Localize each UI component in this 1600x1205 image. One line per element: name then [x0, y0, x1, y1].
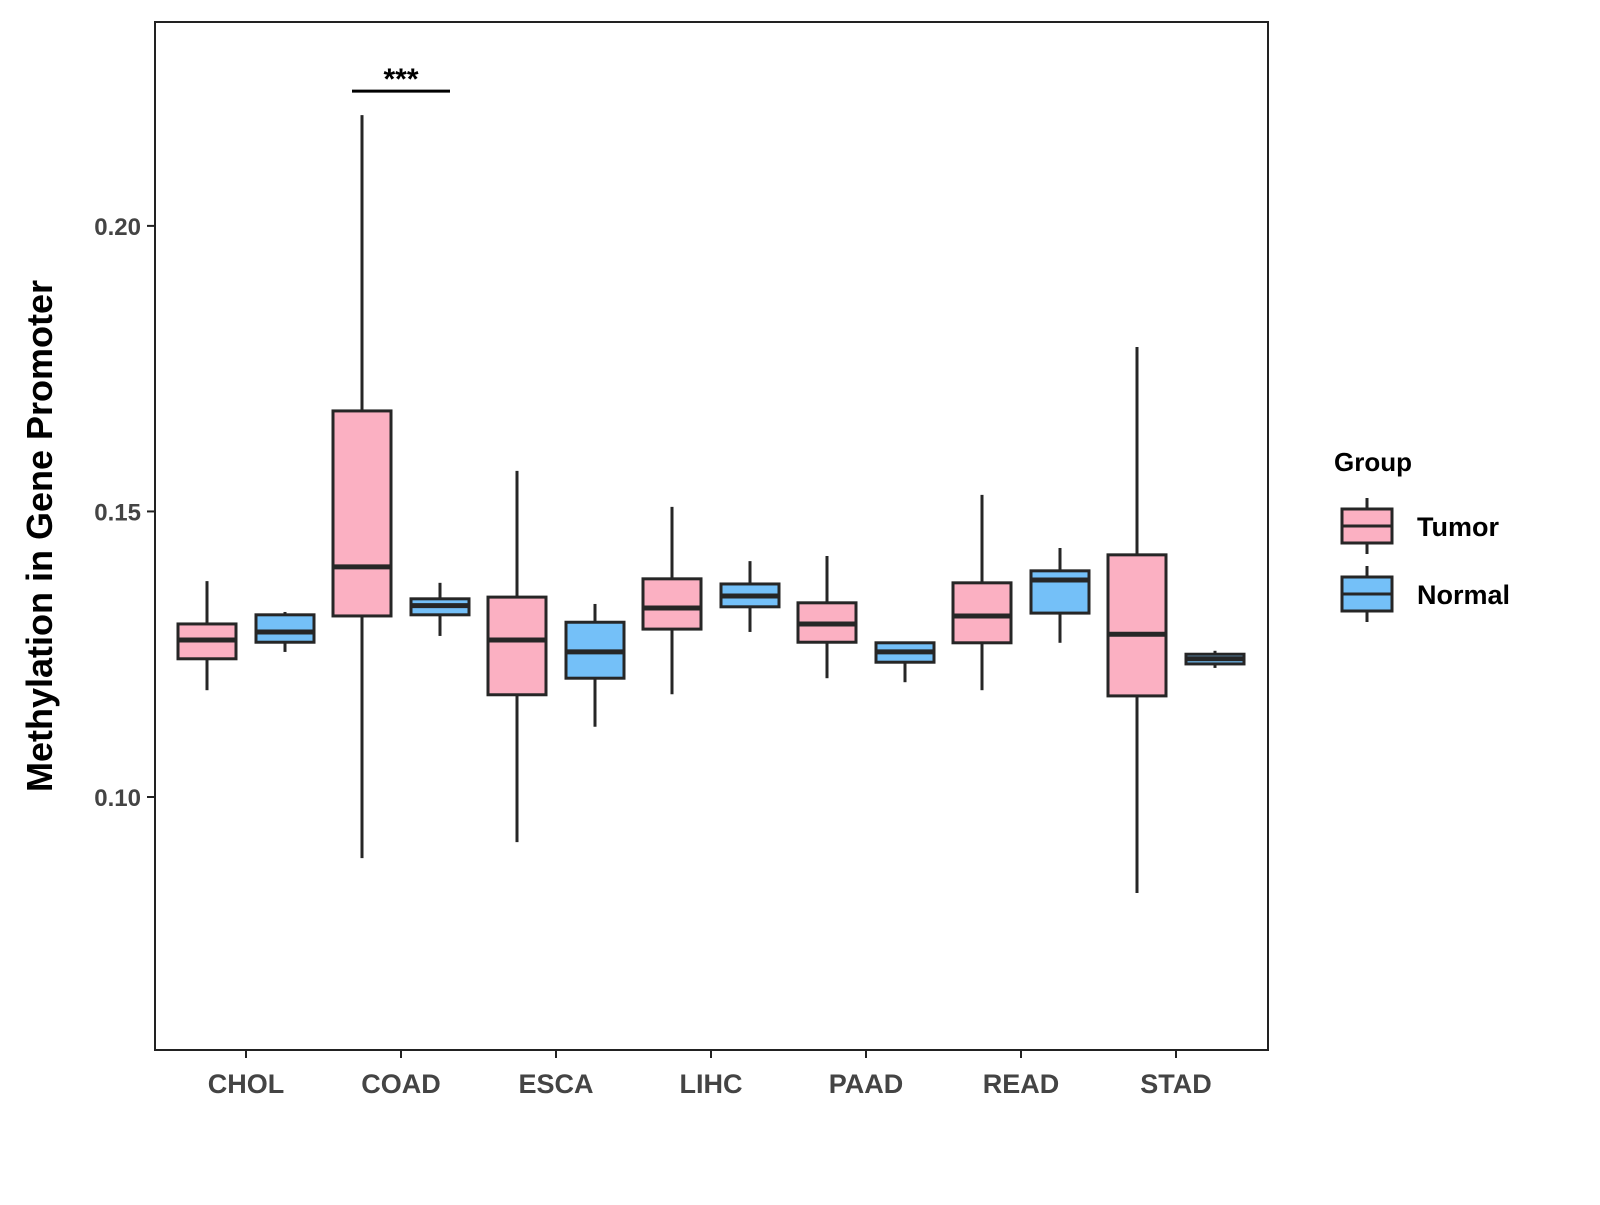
y-tick-label: 0.10	[94, 785, 141, 812]
y-tick-label: 0.20	[94, 214, 141, 241]
box-tumor-chol	[176, 581, 238, 691]
box-iqr	[951, 581, 1013, 645]
x-tick-label: PAAD	[829, 1069, 904, 1099]
boxes-layer	[176, 115, 1246, 893]
box-tumor-read	[951, 494, 1013, 691]
box-iqr	[254, 613, 316, 644]
y-axis: 0.10 0.15 0.20	[94, 214, 155, 812]
legend-key-tumor: Tumor	[1340, 498, 1499, 554]
legend: Group Tumor Normal	[1334, 447, 1510, 622]
box-normal-coad	[409, 582, 471, 636]
y-axis-label: Methylation in Gene Promoter	[19, 280, 60, 792]
box-tumor-paad	[796, 555, 858, 679]
box-tumor-coad	[331, 115, 393, 859]
x-tick-label: CHOL	[208, 1069, 285, 1099]
x-tick-label: STAD	[1140, 1069, 1212, 1099]
plot-panel	[154, 21, 1269, 1051]
box-iqr	[1106, 553, 1168, 698]
box-tumor-lihc	[641, 506, 703, 695]
box-tumor-stad	[1106, 346, 1168, 893]
x-tick-label: LIHC	[680, 1069, 743, 1099]
x-tick-label: READ	[983, 1069, 1060, 1099]
box-iqr	[1029, 569, 1091, 615]
box-normal-esca	[564, 603, 626, 727]
y-tick-label: 0.15	[94, 499, 141, 526]
box-normal-lihc	[719, 561, 781, 632]
legend-key-normal: Normal	[1340, 566, 1510, 622]
box-normal-chol	[254, 611, 316, 652]
x-axis: CHOL COAD ESCA LIHC PAAD READ STAD	[208, 1050, 1212, 1099]
significance-annotations: ***	[352, 63, 450, 96]
significance-label: ***	[383, 63, 418, 96]
box-iqr	[641, 577, 703, 631]
box-iqr	[486, 595, 548, 697]
legend-label: Normal	[1417, 580, 1510, 610]
box-normal-read	[1029, 547, 1091, 643]
box-iqr	[331, 409, 393, 618]
x-tick-label: ESCA	[518, 1069, 593, 1099]
legend-label: Tumor	[1417, 512, 1499, 542]
box-normal-stad	[1184, 650, 1246, 668]
legend-title: Group	[1334, 447, 1412, 477]
box-normal-paad	[874, 641, 936, 683]
box-tumor-esca	[486, 470, 548, 843]
x-tick-label: COAD	[361, 1069, 441, 1099]
